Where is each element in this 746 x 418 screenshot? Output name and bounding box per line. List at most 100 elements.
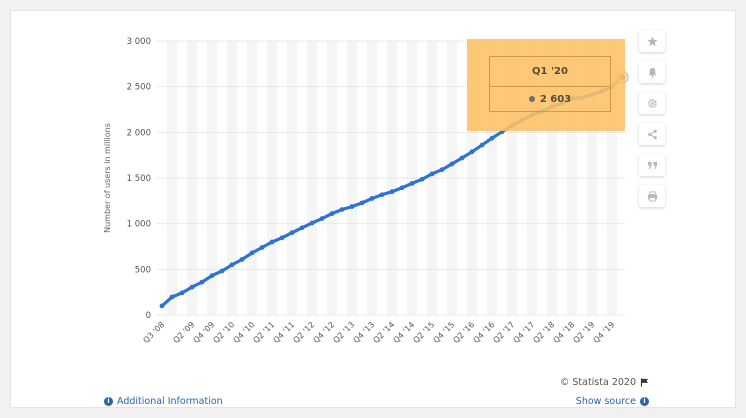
x-tick-label: Q4 '11 bbox=[271, 320, 296, 345]
data-point bbox=[199, 279, 205, 285]
chart-card: 0 500 1 000 1 500 2 000 2 500 3 000 Number of u… bbox=[10, 10, 736, 408]
x-tick-label: Q2 '11 bbox=[251, 320, 276, 345]
data-point bbox=[449, 161, 455, 167]
y-tick-label: 1 000 bbox=[127, 220, 151, 230]
chart-toolbar bbox=[639, 30, 665, 216]
quote-icon bbox=[647, 161, 657, 169]
x-tick-label: Q2 '17 bbox=[491, 320, 516, 345]
x-tick-label: Q2 '16 bbox=[451, 320, 476, 345]
grid-band bbox=[467, 41, 477, 315]
y-tick-label: 3 000 bbox=[127, 37, 151, 47]
data-point bbox=[259, 245, 265, 250]
x-tick-label: Q4 '12 bbox=[311, 320, 336, 345]
data-point bbox=[349, 204, 355, 209]
info-icon: i bbox=[640, 397, 649, 406]
print-icon bbox=[647, 190, 657, 202]
data-point bbox=[219, 268, 225, 274]
y-tick-label: 2 500 bbox=[127, 83, 151, 93]
x-tick-label: Q2 '09 bbox=[171, 320, 196, 345]
grid-band bbox=[487, 41, 497, 315]
data-point bbox=[409, 180, 415, 186]
tooltip-value: 2 603 bbox=[539, 93, 572, 105]
data-point bbox=[459, 155, 465, 161]
data-point bbox=[439, 167, 445, 173]
y-tick-label: 2 000 bbox=[127, 128, 151, 138]
data-point bbox=[379, 192, 385, 198]
y-tick-label: 500 bbox=[135, 265, 151, 275]
x-tick-label: Q4 '13 bbox=[351, 320, 376, 345]
grid-band bbox=[447, 41, 457, 315]
tooltip-label: Q1 '20 bbox=[490, 57, 610, 87]
y-axis-title: Number of users in millions bbox=[103, 123, 112, 233]
favorite-button[interactable] bbox=[639, 30, 665, 52]
copyright-text: © Statista 2020 bbox=[559, 377, 636, 388]
x-tick-label: Q2 '13 bbox=[331, 320, 356, 345]
data-point bbox=[279, 235, 285, 241]
data-point bbox=[189, 284, 195, 290]
print-button[interactable] bbox=[639, 185, 665, 207]
show-source-link[interactable]: Show source i bbox=[576, 396, 649, 407]
share-icon bbox=[647, 129, 657, 139]
grid-band bbox=[507, 41, 517, 315]
data-point bbox=[359, 200, 365, 206]
y-tick-label: 1 500 bbox=[127, 174, 151, 184]
data-point bbox=[179, 290, 185, 296]
data-point bbox=[239, 257, 245, 262]
y-tick-label: 0 bbox=[146, 311, 151, 321]
line-chart: 0 500 1 000 1 500 2 000 2 500 3 000 Number of u… bbox=[103, 37, 629, 345]
data-point bbox=[249, 250, 255, 256]
additional-information-label: Additional Information bbox=[117, 396, 223, 407]
data-point bbox=[269, 239, 275, 245]
x-tick-label: Q2 '12 bbox=[291, 320, 316, 345]
data-point bbox=[329, 211, 335, 217]
x-tick-label: Q4 '14 bbox=[391, 320, 416, 345]
data-point bbox=[309, 220, 315, 226]
x-tick-label: Q4 '10 bbox=[231, 320, 256, 345]
notification-button[interactable] bbox=[639, 61, 665, 83]
cite-button[interactable] bbox=[639, 154, 665, 176]
x-tick-label: Q3 '08 bbox=[141, 320, 166, 345]
x-tick-label: Q2 '14 bbox=[371, 320, 396, 345]
data-point bbox=[209, 273, 215, 279]
x-tick-label: Q2 '15 bbox=[411, 320, 436, 345]
gear-icon bbox=[647, 98, 657, 108]
x-tick-label: Q4 '19 bbox=[591, 320, 616, 345]
data-point bbox=[159, 303, 165, 309]
x-tick-label: Q4 '16 bbox=[471, 320, 496, 345]
tooltip-box: Q1 '20 2 603 bbox=[489, 56, 611, 112]
chart-tooltip: Q1 '20 2 603 bbox=[467, 39, 625, 131]
data-point bbox=[229, 262, 235, 268]
x-tick-label: Q4 '09 bbox=[191, 320, 216, 345]
share-button[interactable] bbox=[639, 123, 665, 145]
data-point bbox=[419, 176, 425, 182]
data-point bbox=[429, 171, 435, 177]
data-point bbox=[469, 149, 475, 155]
data-point bbox=[489, 135, 495, 141]
x-tick-label: Q4 '17 bbox=[511, 320, 536, 345]
additional-information-link[interactable]: i Additional Information bbox=[104, 396, 223, 407]
x-tick-label: Q4 '18 bbox=[551, 320, 576, 345]
x-tick-label: Q2 '18 bbox=[531, 320, 556, 345]
x-tick-label: Q2 '19 bbox=[571, 320, 596, 345]
data-point bbox=[299, 225, 305, 231]
data-point bbox=[399, 185, 405, 191]
data-point bbox=[479, 142, 485, 148]
data-point bbox=[319, 216, 325, 221]
x-tick-label: Q2 '10 bbox=[211, 320, 236, 345]
grid-band bbox=[427, 41, 437, 315]
bell-icon bbox=[648, 67, 656, 77]
info-icon: i bbox=[104, 397, 113, 406]
tooltip-value-row: 2 603 bbox=[490, 87, 610, 111]
x-tick-label: Q4 '15 bbox=[431, 320, 456, 345]
tooltip-dot-icon bbox=[528, 96, 535, 102]
data-point bbox=[339, 207, 345, 212]
copyright: © Statista 2020 bbox=[560, 377, 649, 388]
settings-button[interactable] bbox=[639, 92, 665, 114]
data-point bbox=[369, 196, 375, 201]
flag-icon[interactable] bbox=[640, 378, 649, 387]
show-source-label: Show source bbox=[575, 396, 636, 407]
data-point bbox=[389, 189, 395, 195]
data-point bbox=[289, 230, 295, 236]
star-icon bbox=[646, 35, 658, 46]
data-point bbox=[169, 294, 175, 300]
